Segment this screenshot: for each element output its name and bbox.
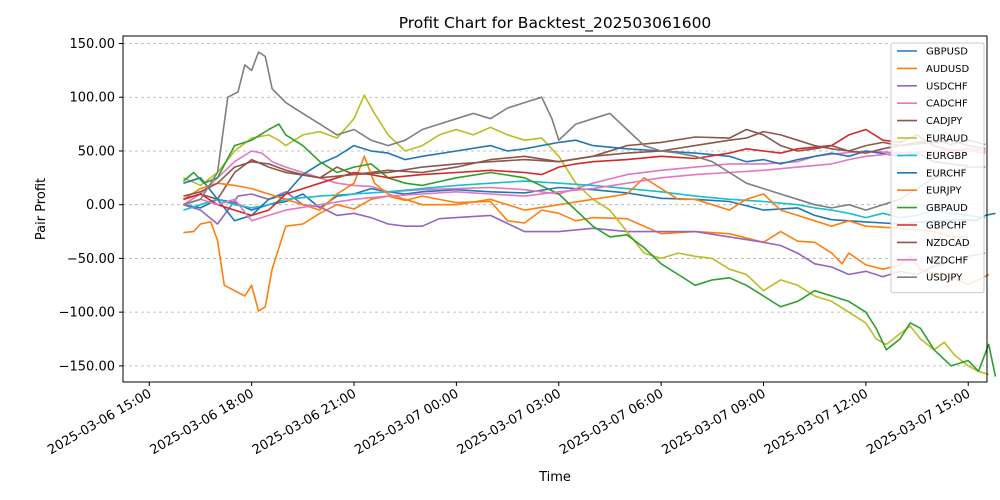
- series-lines: [182, 51, 997, 377]
- series-line-eurchf: [183, 139, 969, 222]
- series-line-euraud: [183, 94, 989, 376]
- y-axis: 150.00 100.00 50.00 0.00 −50.00 −100.00 −150.0…: [59, 37, 123, 374]
- x-tick-label: 2025-03-07 15:00: [864, 386, 973, 458]
- y-tick-label: 0.00: [86, 198, 115, 213]
- legend-label: USDJPY: [926, 273, 963, 284]
- x-tick-label: 2025-03-07 03:00: [455, 386, 564, 458]
- x-axis-title: Time: [538, 470, 571, 485]
- x-tick-label: 2025-03-06 21:00: [250, 386, 359, 458]
- series-line-nzdchf: [183, 148, 986, 222]
- y-tick-label: 100.00: [70, 91, 116, 106]
- x-tick-label: 2025-03-07 12:00: [762, 386, 871, 458]
- legend-label: GBPAUD: [926, 203, 968, 214]
- chart-title: Profit Chart for Backtest_202503061600: [399, 14, 712, 33]
- legend-label: EURJPY: [926, 186, 962, 197]
- series-line-audusd: [183, 195, 990, 312]
- plot-frame: [122, 35, 988, 383]
- series-line-gbpusd: [183, 186, 996, 225]
- legend-label: GBPUSD: [926, 47, 968, 58]
- legend-label: EURGBP: [926, 151, 967, 162]
- x-tick-label: 2025-03-07 06:00: [557, 386, 666, 458]
- series-line-eurjpy: [182, 155, 969, 238]
- y-tick-label: −150.00: [59, 359, 115, 374]
- series-line-nzdcad: [183, 130, 986, 197]
- series-line-usdjpy: [183, 51, 986, 211]
- x-tick-label: 2025-03-07 09:00: [660, 386, 769, 458]
- series-line-cadjpy: [183, 128, 986, 201]
- x-tick-label: 2025-03-07 00:00: [352, 386, 461, 458]
- y-axis-title: Pair Profit: [34, 178, 49, 240]
- legend-label: USDCHF: [926, 81, 968, 92]
- x-tick-label: 2025-03-06 18:00: [148, 386, 257, 458]
- series-line-cadchf: [182, 150, 986, 206]
- legend: GBPUSD AUDUSD USDCHF CADCHF CADJPY EURAUD EURG…: [890, 42, 985, 294]
- series-line-gbpaud: [182, 123, 997, 377]
- y-tick-label: −50.00: [67, 252, 115, 267]
- legend-label: CADJPY: [926, 116, 963, 127]
- y-tick-label: 50.00: [78, 144, 115, 159]
- y-tick-label: 150.00: [70, 37, 116, 52]
- legend-label: AUDUSD: [926, 64, 970, 75]
- legend-label: GBPCHF: [926, 221, 967, 232]
- legend-box: [890, 42, 985, 294]
- x-tick-label: 2025-03-06 15:00: [45, 386, 154, 458]
- legend-label: EURAUD: [926, 134, 968, 145]
- legend-label: EURCHF: [926, 168, 967, 179]
- series-line-usdchf: [183, 191, 986, 278]
- legend-label: CADCHF: [926, 99, 968, 110]
- y-tick-label: −100.00: [59, 306, 115, 321]
- series-line-gbpchf: [183, 128, 986, 217]
- legend-label: NZDCAD: [926, 238, 970, 249]
- legend-label: NZDCHF: [926, 255, 969, 266]
